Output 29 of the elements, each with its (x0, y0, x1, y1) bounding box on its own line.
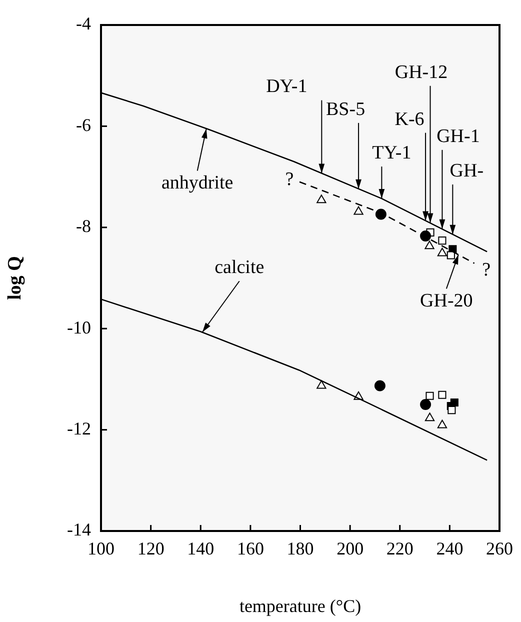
annotation: GH-12 (394, 62, 448, 83)
annotation: DY-1 (266, 76, 308, 98)
x-tick-label: 240 (436, 538, 464, 559)
x-tick-label: 180 (286, 538, 314, 559)
x-tick-label: 160 (236, 538, 264, 559)
y-tick-label: -6 (76, 114, 91, 135)
y-tick-label: -12 (67, 418, 91, 439)
x-tick-label: 260 (486, 538, 513, 559)
x-tick-label: 140 (187, 538, 214, 559)
y-tick-label: -8 (76, 216, 91, 236)
x-tick-label: 200 (336, 538, 364, 559)
x-tick-label: 220 (386, 538, 414, 559)
annotation: TY-1 (372, 142, 412, 164)
annotation: ? (285, 168, 294, 190)
annotation: anhydrite (161, 172, 234, 194)
annotation: GH- (450, 160, 484, 182)
annotation: BS-5 (326, 98, 366, 120)
annotation: GH-1 (436, 126, 480, 147)
y-tick-label: -10 (67, 317, 91, 338)
annotation: GH-20 (420, 290, 473, 312)
x-axis-title: temperature (°C) (239, 596, 362, 616)
annotation: calcite (214, 257, 264, 278)
x-tick-label: 120 (137, 538, 164, 559)
x-tick-label: 100 (88, 538, 114, 559)
y-axis-title: log Q (4, 256, 26, 300)
annotation: ? (482, 259, 491, 280)
y-tick-label: -4 (76, 14, 91, 34)
annotation: K-6 (394, 108, 424, 130)
y-tick-label: -14 (67, 520, 91, 540)
